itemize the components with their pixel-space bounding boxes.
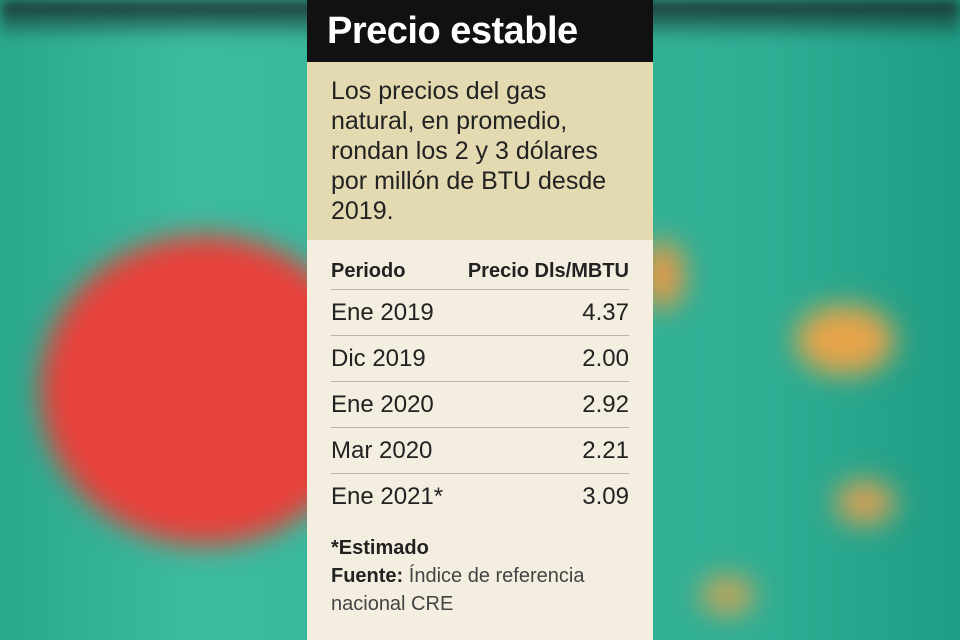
table-row: Ene 2019 4.37 (331, 290, 629, 336)
estimate-footnote: *Estimado (331, 537, 429, 559)
background-orange-blob (835, 480, 895, 525)
infographic-title: Precio estable (307, 0, 653, 62)
period-cell: Ene 2021* (331, 483, 444, 510)
price-cell: 2.92 (582, 390, 629, 418)
intro-text: Los precios del gas natural, en promedio… (307, 62, 653, 240)
footnotes: *Estimado Fuente: Índice de referencia n… (307, 520, 653, 618)
period-cell: Ene 2020 (331, 390, 434, 418)
column-header-period: Periodo (331, 260, 406, 282)
table-row: Mar 2020 2.21 (331, 428, 629, 474)
period-cell: Mar 2020 (331, 436, 433, 464)
infographic-panel: Precio estable Los precios del gas natur… (307, 0, 653, 640)
price-table: Periodo Precio Dls/MBTU Ene 2019 4.37 Dic… (307, 240, 653, 520)
table-row: Ene 2021* 3.09 (331, 474, 629, 520)
price-cell: 4.37 (582, 298, 629, 326)
table-row: Ene 2020 2.92 (331, 382, 629, 428)
table-row: Dic 2019 2.00 (331, 336, 629, 382)
source-label: Fuente: (331, 565, 404, 587)
price-cell: 2.21 (582, 436, 629, 464)
background-orange-blob (700, 575, 755, 615)
period-cell: Ene 2019 (331, 298, 434, 326)
price-cell: 2.00 (582, 344, 629, 372)
background-orange-blob (795, 305, 895, 375)
table-header: Periodo Precio Dls/MBTU (331, 252, 629, 290)
source-text: Índice de referencia nacional CRE (331, 565, 585, 615)
period-cell: Dic 2019 (331, 344, 426, 372)
column-header-price: Precio Dls/MBTU (467, 260, 629, 282)
price-cell: 3.09 (582, 483, 629, 510)
